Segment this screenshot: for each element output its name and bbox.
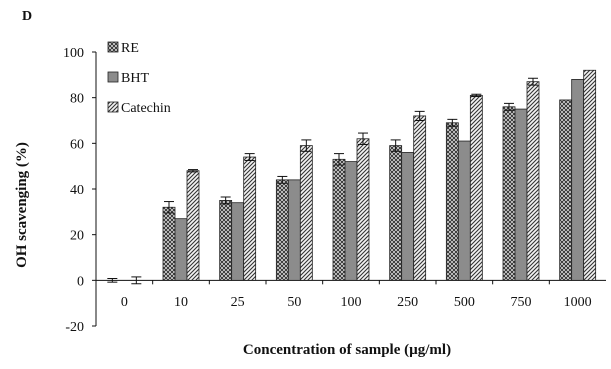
bar-catechin (356, 138, 370, 281)
x-tick-label: 25 (231, 295, 245, 310)
bar-bht (401, 152, 415, 281)
bar-bht (174, 218, 188, 281)
legend: RE BHT Catechin (107, 41, 171, 116)
y-tick-label: 0 (77, 274, 84, 289)
legend-swatch-catechin (107, 101, 119, 113)
y-tick-label: 80 (70, 92, 84, 107)
bar-re (389, 145, 403, 281)
bar-re (445, 122, 459, 281)
x-tick-label: 500 (454, 295, 475, 310)
bar-re (559, 99, 573, 281)
x-tick-label: 0 (121, 295, 128, 310)
bar-re (502, 106, 516, 281)
x-tick-label: 50 (287, 295, 301, 310)
x-axis-label: Concentration of sample (µg/ml) (243, 342, 451, 358)
y-tick-label: 40 (70, 183, 84, 198)
bar-bht (231, 202, 245, 281)
y-tick-label: -20 (65, 320, 84, 335)
y-tick-label: 100 (63, 46, 84, 61)
bar-catechin (243, 156, 257, 281)
x-tick-label: 10 (174, 295, 188, 310)
y-tick-label: 20 (70, 229, 84, 244)
bar-bht (287, 179, 301, 281)
legend-label-re: RE (121, 41, 139, 56)
bar-catechin (299, 145, 313, 281)
bar-re (332, 158, 346, 281)
bar-bht (571, 79, 585, 281)
panel-label: D (22, 9, 32, 24)
y-axis-label: OH scavenging (%) (14, 142, 30, 268)
bar-bht (514, 108, 528, 281)
bar-catechin (526, 81, 540, 281)
bar-catechin (469, 94, 483, 281)
bar-bht (457, 140, 471, 281)
bar-re (275, 179, 289, 281)
bar-catechin (413, 115, 427, 281)
x-tick-label: 250 (397, 295, 418, 310)
legend-label-bht: BHT (121, 71, 149, 86)
bars-group (107, 69, 597, 285)
x-tick-label: 100 (341, 295, 362, 310)
bar-re (162, 206, 176, 281)
legend-swatch-bht (107, 71, 119, 83)
legend-swatch-re (107, 41, 119, 53)
bar-catechin (186, 170, 200, 281)
bar-catechin (583, 69, 597, 281)
x-tick-label: 750 (511, 295, 532, 310)
x-tick-label: 1000 (564, 295, 592, 310)
bar-bht (344, 161, 358, 281)
bar-re (219, 200, 233, 281)
legend-label-catechin: Catechin (121, 101, 171, 116)
y-tick-label: 60 (70, 137, 84, 152)
